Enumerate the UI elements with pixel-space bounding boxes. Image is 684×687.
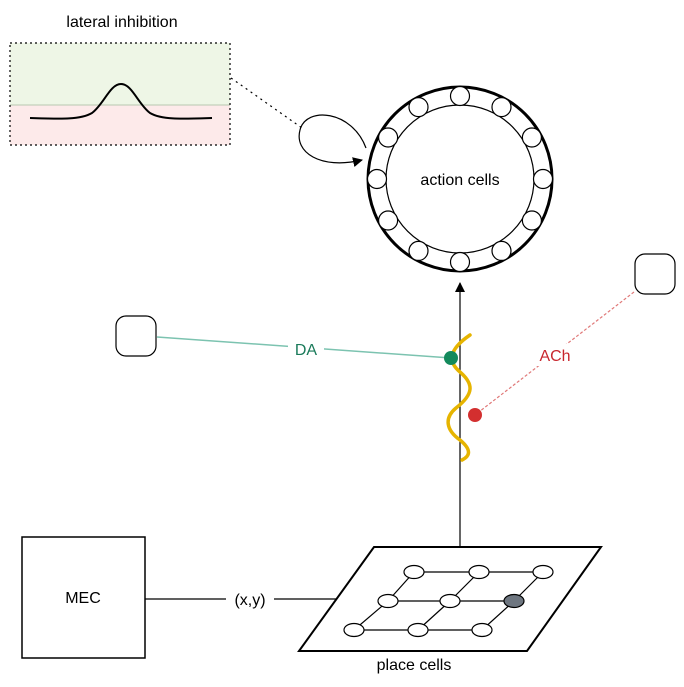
lateral-inhibition-panel bbox=[9, 42, 231, 146]
da-source-node bbox=[115, 315, 157, 357]
action-neuron bbox=[449, 85, 471, 107]
panel-border bbox=[9, 42, 231, 146]
place-cell bbox=[471, 622, 493, 638]
action-neuron bbox=[491, 96, 512, 118]
xy-label: (x,y) bbox=[234, 592, 265, 609]
place-cell bbox=[407, 622, 429, 638]
action-neuron bbox=[366, 168, 388, 190]
action-neurons bbox=[366, 85, 554, 273]
place-cell bbox=[377, 593, 399, 609]
mec-box bbox=[21, 536, 146, 659]
inhibition-dotted-arrow bbox=[230, 77, 303, 129]
place-cells-label: place cells bbox=[377, 657, 452, 674]
action-neuron bbox=[378, 127, 399, 148]
place-cell bbox=[532, 564, 554, 580]
action-cells-label: action cells bbox=[420, 172, 499, 189]
ach-label-bg bbox=[533, 344, 577, 366]
action-neuron bbox=[378, 210, 399, 231]
action-neuron bbox=[408, 240, 429, 261]
action-neuron bbox=[521, 210, 543, 231]
mexican-hat-curve bbox=[29, 82, 213, 120]
action-neuron bbox=[532, 168, 554, 190]
da-label: DA bbox=[295, 342, 318, 359]
da-synapse-dot bbox=[444, 351, 458, 365]
action-neuron bbox=[521, 127, 543, 148]
ach-source-node bbox=[634, 253, 676, 295]
active-place-cell bbox=[503, 593, 525, 609]
place-cell-grid-icon bbox=[343, 564, 554, 638]
lateral-inhibition-title: lateral inhibition bbox=[66, 14, 177, 31]
place-cell bbox=[343, 622, 365, 638]
da-label-bg bbox=[288, 339, 324, 359]
place-cell bbox=[468, 564, 490, 580]
action-neuron bbox=[449, 251, 471, 273]
action-cells-ring: action cells bbox=[366, 85, 554, 273]
xy-label-bg bbox=[226, 588, 274, 610]
action-neuron bbox=[408, 96, 429, 118]
mec-label: MEC bbox=[65, 590, 101, 607]
place-cell bbox=[439, 593, 461, 609]
action-neuron bbox=[491, 240, 512, 261]
ach-label: ACh bbox=[539, 348, 570, 365]
ach-synapse-dot bbox=[468, 408, 482, 422]
inhibitory-region bbox=[10, 105, 230, 145]
place-cells-plane bbox=[297, 546, 603, 652]
place-cell bbox=[403, 564, 425, 580]
excitatory-region bbox=[10, 43, 230, 105]
self-loop-arrow-icon bbox=[298, 114, 367, 167]
